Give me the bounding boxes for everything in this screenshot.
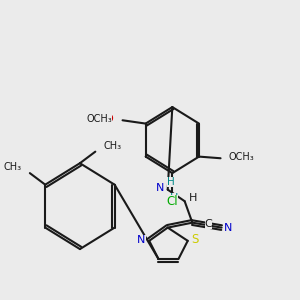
Text: N: N [156, 183, 164, 193]
Text: S: S [191, 233, 198, 246]
Text: H: H [189, 193, 197, 203]
Text: H: H [167, 177, 175, 188]
Text: CH₃: CH₃ [104, 141, 122, 151]
Text: OCH₃: OCH₃ [86, 114, 112, 124]
Text: CH₃: CH₃ [3, 162, 21, 172]
Text: OCH₃: OCH₃ [228, 152, 254, 162]
Text: N: N [137, 235, 146, 245]
Text: C: C [205, 219, 212, 229]
Text: O: O [105, 114, 113, 124]
Text: H: H [170, 193, 178, 203]
Text: N: N [224, 223, 232, 232]
Text: methoxy: methoxy [96, 119, 103, 121]
Text: Cl: Cl [167, 195, 178, 208]
